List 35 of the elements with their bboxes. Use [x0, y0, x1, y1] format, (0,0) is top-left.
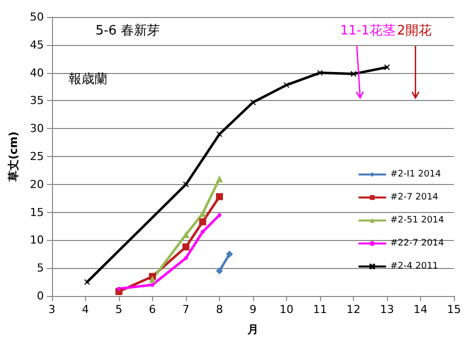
y-tick-label: 25	[30, 150, 44, 163]
legend-label: #2-4 2011	[390, 262, 438, 272]
x-axis-title: 月	[246, 323, 258, 336]
x-tick-label: 12	[346, 303, 360, 316]
y-tick-label: 5	[36, 262, 44, 275]
y-tick-label: 50	[30, 10, 44, 24]
x-tick-label: 10	[279, 303, 294, 316]
x-tick-label: 6	[148, 303, 156, 316]
x-tick-label: 14	[413, 303, 428, 316]
y-axis-title: 草丈(cm)	[7, 131, 20, 183]
x-tick-label: 11	[312, 303, 327, 316]
legend-label: #2-7 2014	[390, 192, 439, 202]
x-tick-label: 3	[48, 303, 56, 316]
annotation: 11-1花茎	[340, 24, 396, 39]
y-tick-label: 10	[30, 234, 44, 247]
x-tick-label: 8	[216, 303, 223, 316]
annotation: 5-6 春新芽	[95, 24, 160, 39]
legend-label: #2-51 2014	[390, 216, 444, 226]
x-tick-label: 15	[447, 303, 461, 316]
y-tick-label: 20	[30, 178, 44, 191]
y-tick-label: 45	[30, 38, 44, 52]
x-tick-label: 5	[115, 303, 122, 316]
y-tick-label: 40	[30, 66, 44, 80]
annotation: 2開花	[397, 24, 432, 39]
x-tick-label: 7	[182, 303, 190, 316]
y-tick-label: 35	[30, 94, 44, 108]
legend-label: #2-I1 2014	[390, 170, 442, 180]
annotation: 報歳蘭	[68, 72, 108, 88]
y-tick-label: 15	[30, 206, 44, 219]
y-tick-label: 0	[36, 290, 44, 302]
x-tick-label: 9	[249, 303, 256, 316]
legend-label: #22-7 2014	[390, 238, 444, 248]
y-tick-label: 30	[30, 122, 44, 136]
x-tick-label: 13	[380, 303, 394, 316]
x-tick-label: 4	[82, 303, 89, 316]
